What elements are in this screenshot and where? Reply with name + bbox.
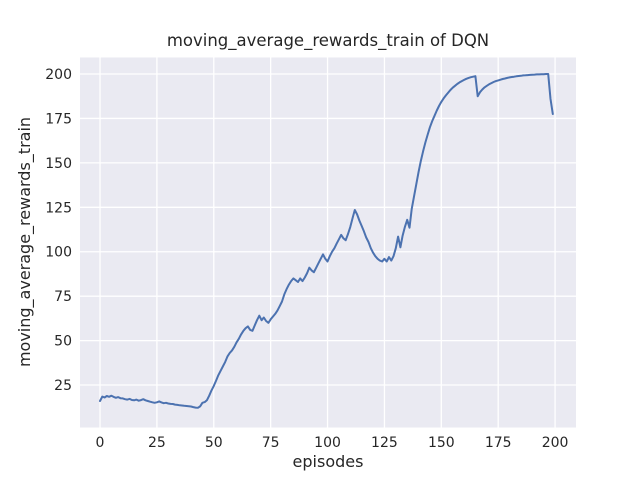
tick-labels: 0 25 50 75 100 125 150 175 200 25 50 75 100 125 150 175… xyxy=(45,67,568,451)
x-tick-label: 25 xyxy=(148,435,166,451)
chart-title: moving_average_rewards_train of DQN xyxy=(167,31,489,51)
x-tick-label: 125 xyxy=(371,435,398,451)
y-tick-label: 25 xyxy=(54,378,72,394)
y-tick-label: 125 xyxy=(45,200,72,216)
x-tick-label: 75 xyxy=(262,435,280,451)
x-tick-label: 50 xyxy=(205,435,223,451)
y-tick-label: 150 xyxy=(45,156,72,172)
y-tick-label: 200 xyxy=(45,67,72,83)
y-tick-label: 100 xyxy=(45,245,72,261)
y-tick-label: 175 xyxy=(45,111,72,127)
data-series xyxy=(99,73,554,409)
series-line-moving_average_rewards_train xyxy=(99,73,554,409)
x-tick-label: 150 xyxy=(428,435,455,451)
y-tick-label: 50 xyxy=(54,334,72,350)
y-tick-label: 75 xyxy=(54,289,72,305)
x-tick-label: 0 xyxy=(96,435,105,451)
x-tick-label: 100 xyxy=(314,435,341,451)
x-axis-label: episodes xyxy=(293,452,364,471)
grid-lines xyxy=(80,57,576,428)
x-tick-label: 200 xyxy=(542,435,569,451)
x-tick-label: 175 xyxy=(485,435,512,451)
y-axis-label: moving_average_rewards_train xyxy=(15,117,35,367)
